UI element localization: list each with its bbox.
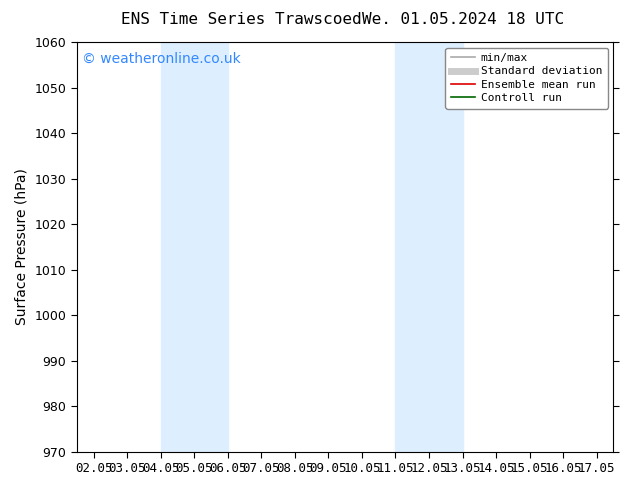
Bar [160, 42, 228, 452]
Text: © weatheronline.co.uk: © weatheronline.co.uk [82, 52, 241, 66]
Bar [396, 42, 463, 452]
Legend: min/max, Standard deviation, Ensemble mean run, Controll run: min/max, Standard deviation, Ensemble me… [445, 48, 608, 109]
Y-axis label: Surface Pressure (hPa): Surface Pressure (hPa) [15, 169, 29, 325]
Text: We. 01.05.2024 18 UTC: We. 01.05.2024 18 UTC [362, 12, 564, 27]
Text: ENS Time Series Trawscoed: ENS Time Series Trawscoed [120, 12, 361, 27]
